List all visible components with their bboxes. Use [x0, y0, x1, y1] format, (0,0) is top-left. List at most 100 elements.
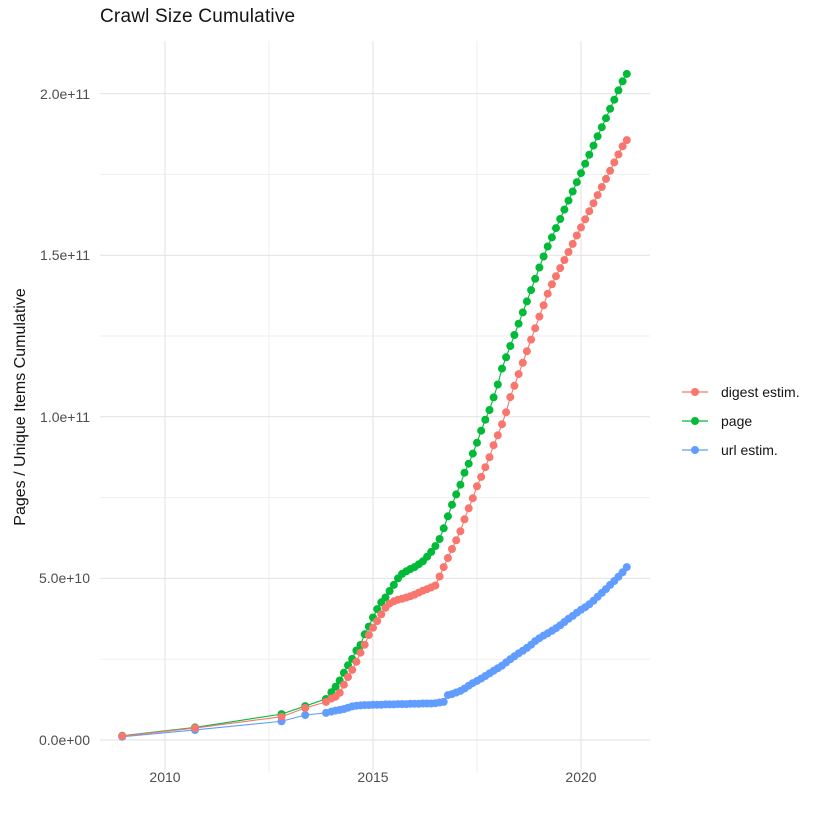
point-digest-estim	[493, 431, 502, 440]
point-digest-estim	[443, 554, 452, 562]
point-digest-estim	[301, 704, 310, 712]
point-digest-estim	[593, 191, 602, 200]
point-digest-estim	[585, 207, 594, 216]
series-page-points	[118, 69, 631, 740]
point-digest-estim	[339, 680, 348, 689]
point-digest-estim	[356, 648, 365, 657]
y-tick-label: 0.0e+00	[39, 732, 90, 748]
point-digest-estim	[577, 223, 585, 232]
point-digest-estim	[568, 239, 577, 248]
point-digest-estim	[602, 174, 610, 183]
point-url-estim	[301, 711, 310, 720]
point-digest-estim	[535, 312, 544, 321]
point-digest-estim	[464, 504, 473, 513]
point-page	[514, 319, 523, 328]
point-digest-estim	[191, 724, 199, 732]
point-digest-estim	[118, 732, 127, 741]
point-page	[589, 141, 598, 150]
legend-item-url-estim: url estim.	[682, 435, 800, 464]
point-digest-estim	[364, 631, 373, 639]
point-page	[448, 500, 456, 509]
point-digest-estim	[448, 545, 456, 553]
point-page	[518, 308, 527, 317]
point-page	[585, 150, 594, 159]
legend-key-url-estim-icon	[682, 445, 708, 454]
point-digest-estim	[543, 289, 552, 298]
point-url-estim	[622, 563, 631, 572]
point-digest-estim	[473, 482, 481, 491]
page-title: Crawl Size Cumulative	[100, 6, 296, 27]
legend-label: digest estim.	[721, 383, 800, 400]
point-digest-estim	[610, 158, 619, 167]
point-page	[464, 459, 473, 468]
point-digest-estim	[527, 335, 536, 344]
legend-key-page-icon	[682, 416, 708, 425]
point-digest-estim	[531, 324, 540, 333]
point-page	[510, 331, 519, 339]
point-page	[577, 169, 585, 178]
point-digest-estim	[522, 347, 531, 356]
point-digest-estim	[556, 264, 565, 273]
point-page	[560, 205, 569, 214]
point-digest-estim	[435, 572, 444, 581]
point-page	[539, 252, 548, 261]
point-page	[460, 468, 469, 477]
y-tick-label: 5.0e+10	[39, 570, 90, 587]
point-digest-estim	[344, 673, 352, 681]
point-page	[581, 159, 590, 168]
point-page	[435, 535, 444, 543]
point-digest-estim	[377, 610, 386, 619]
point-digest-estim	[373, 617, 382, 626]
line-digest-estim	[122, 139, 628, 737]
point-digest-estim	[431, 581, 440, 590]
point-page	[531, 274, 540, 283]
point-digest-estim	[622, 136, 631, 145]
legend-item-page: page	[682, 406, 800, 435]
point-digest-estim	[589, 199, 598, 208]
point-page	[606, 104, 615, 113]
point-page	[389, 580, 398, 589]
line-url-estim	[122, 566, 628, 738]
line-page	[122, 73, 628, 737]
y-tick-label: 2.0e+11	[40, 85, 90, 102]
point-page	[572, 178, 581, 187]
point-page	[456, 480, 465, 489]
point-page	[614, 86, 623, 95]
point-page	[610, 95, 619, 104]
point-page	[506, 342, 515, 350]
point-url-estim	[439, 697, 448, 706]
series-digest-estim-points	[118, 136, 631, 741]
point-digest-estim	[460, 515, 469, 524]
x-tick-label: 2020	[565, 769, 597, 785]
point-digest-estim	[618, 142, 627, 151]
point-digest-estim	[489, 441, 498, 450]
point-digest-estim	[547, 280, 556, 289]
y-axis-title: Pages / Unique Items Cumulative	[12, 288, 29, 526]
legend-item-digest-estim: digest estim.	[682, 377, 800, 406]
point-page	[443, 512, 452, 521]
point-page	[473, 438, 481, 447]
point-page	[452, 490, 461, 499]
legend: digest estim. page url estim.	[682, 377, 800, 464]
point-digest-estim	[439, 563, 448, 572]
point-digest-estim	[518, 358, 527, 367]
point-page	[439, 524, 448, 533]
legend-label: url estim.	[721, 441, 778, 458]
point-digest-estim	[352, 657, 361, 666]
point-digest-estim	[360, 640, 369, 649]
point-digest-estim	[348, 665, 357, 674]
point-page	[468, 449, 477, 458]
point-page	[427, 547, 436, 556]
y-tick-label: 1.5e+11	[40, 247, 90, 264]
point-page	[498, 364, 506, 373]
point-digest-estim	[581, 215, 590, 224]
x-tick-label: 2010	[149, 769, 181, 785]
point-digest-estim	[564, 248, 573, 256]
point-page	[527, 286, 536, 295]
point-page	[477, 426, 486, 435]
point-page	[552, 224, 560, 233]
point-digest-estim	[614, 150, 623, 159]
point-digest-estim	[468, 494, 477, 503]
point-page	[618, 77, 627, 86]
